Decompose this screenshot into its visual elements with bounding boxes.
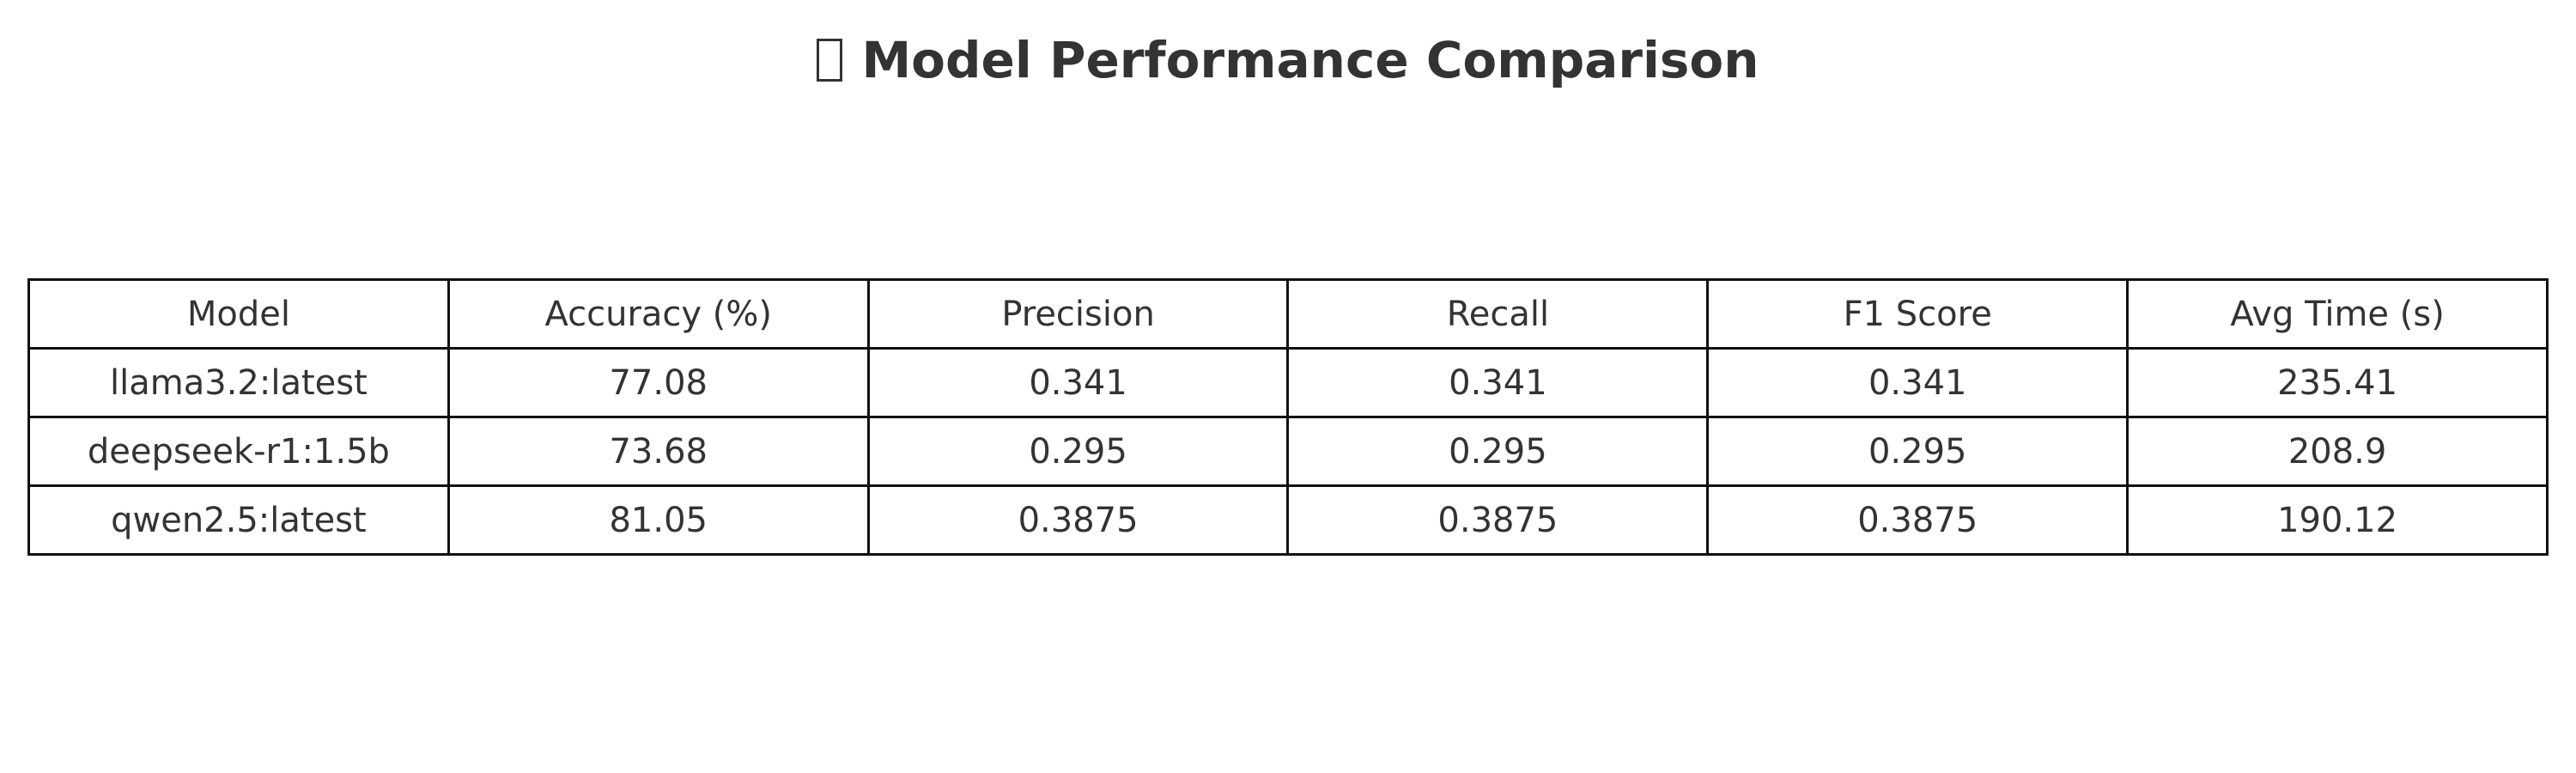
table-cell: 81.05 — [447, 484, 870, 556]
table-cell: 0.295 — [1286, 416, 1710, 487]
table-cell: 0.295 — [866, 416, 1290, 487]
table-cell: 0.295 — [1706, 416, 2129, 487]
table-cell: deepseek-r1:1.5b — [27, 416, 450, 487]
table-cell: 235.41 — [2126, 347, 2549, 418]
table-cell: 73.68 — [447, 416, 870, 487]
table-cell: 0.341 — [1286, 347, 1710, 418]
table-cell: 0.3875 — [1286, 484, 1710, 556]
table-header-row: Model Accuracy (%) Precision Recall F1 S… — [27, 278, 2549, 350]
table-cell: 190.12 — [2126, 484, 2549, 556]
table-row: deepseek-r1:1.5b 73.68 0.295 0.295 0.295… — [27, 416, 2549, 487]
table-cell: 0.341 — [1706, 347, 2129, 418]
chart-title: Model Performance Comparison — [861, 31, 1759, 89]
table-cell: 208.9 — [2126, 416, 2549, 487]
table-cell: qwen2.5:latest — [27, 484, 450, 556]
table-cell: 0.3875 — [866, 484, 1290, 556]
table-cell: 77.08 — [447, 347, 870, 418]
column-header: Accuracy (%) — [447, 278, 870, 350]
table-row: qwen2.5:latest 81.05 0.3875 0.3875 0.387… — [27, 484, 2549, 556]
table-cell: llama3.2:latest — [27, 347, 450, 418]
column-header: Avg Time (s) — [2126, 278, 2549, 350]
emoji-glyph-missing-icon — [817, 39, 843, 82]
model-metrics-table: Model Accuracy (%) Precision Recall F1 S… — [27, 278, 2549, 556]
chart-title-row: Model Performance Comparison — [0, 26, 2576, 94]
column-header: Precision — [866, 278, 1290, 350]
column-header: F1 Score — [1706, 278, 2129, 350]
column-header: Recall — [1286, 278, 1710, 350]
table-cell: 0.3875 — [1706, 484, 2129, 556]
column-header: Model — [27, 278, 450, 350]
table-cell: 0.341 — [866, 347, 1290, 418]
table-row: llama3.2:latest 77.08 0.341 0.341 0.341 … — [27, 347, 2549, 418]
